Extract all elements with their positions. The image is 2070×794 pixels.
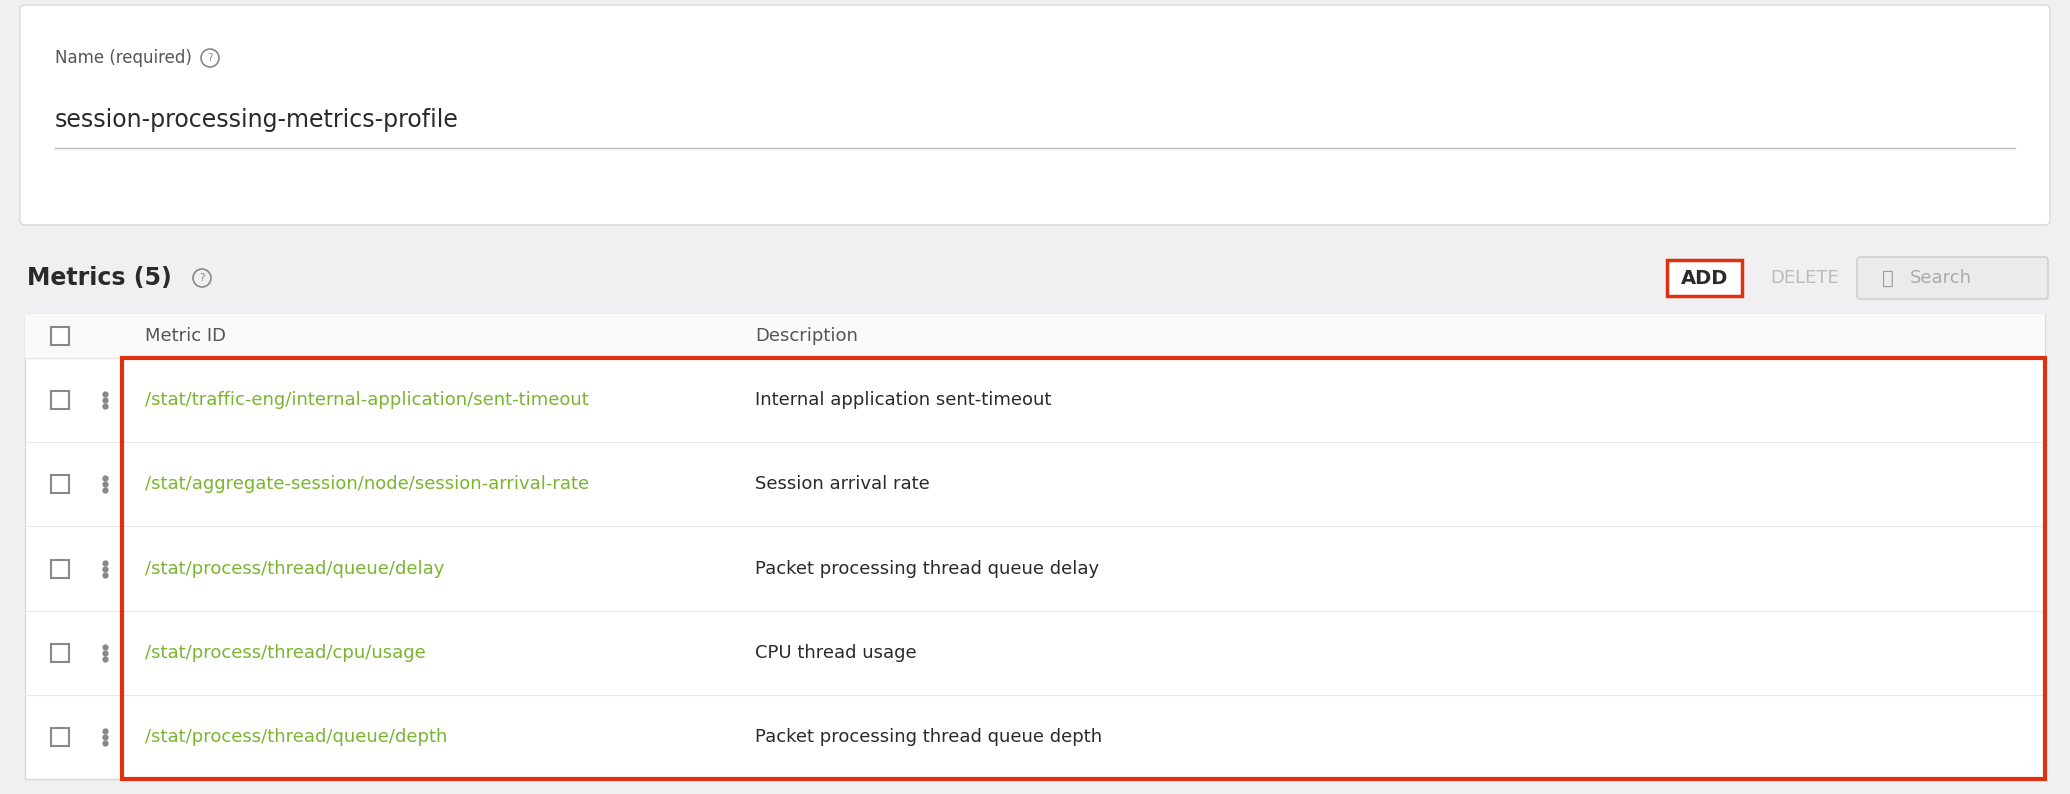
Text: Search: Search <box>1911 269 1973 287</box>
Bar <box>1666 260 1743 296</box>
Text: Description: Description <box>756 327 857 345</box>
Bar <box>52 728 68 746</box>
Text: session-processing-metrics-profile: session-processing-metrics-profile <box>56 108 460 132</box>
Bar <box>52 476 68 493</box>
Bar <box>52 327 68 345</box>
Bar <box>25 314 2045 358</box>
Text: Packet processing thread queue depth: Packet processing thread queue depth <box>756 728 1101 746</box>
Text: Packet processing thread queue delay: Packet processing thread queue delay <box>756 560 1099 577</box>
FancyBboxPatch shape <box>1857 257 2047 299</box>
Text: /stat/process/thread/queue/delay: /stat/process/thread/queue/delay <box>145 560 445 577</box>
Bar <box>52 644 68 661</box>
Text: Session arrival rate: Session arrival rate <box>756 476 929 493</box>
Text: ?: ? <box>199 273 205 283</box>
FancyBboxPatch shape <box>21 5 2049 225</box>
Text: ?: ? <box>207 53 213 63</box>
Text: ADD: ADD <box>1681 268 1728 287</box>
Text: Metrics (5): Metrics (5) <box>27 266 172 290</box>
Text: DELETE: DELETE <box>1770 269 1840 287</box>
Text: /stat/process/thread/cpu/usage: /stat/process/thread/cpu/usage <box>145 644 426 661</box>
Text: /stat/process/thread/queue/depth: /stat/process/thread/queue/depth <box>145 728 447 746</box>
Text: Name (required): Name (required) <box>56 49 193 67</box>
Text: Internal application sent-timeout: Internal application sent-timeout <box>756 391 1052 409</box>
Text: /stat/traffic-eng/internal-application/sent-timeout: /stat/traffic-eng/internal-application/s… <box>145 391 588 409</box>
Text: /stat/aggregate-session/node/session-arrival-rate: /stat/aggregate-session/node/session-arr… <box>145 476 590 493</box>
Text: CPU thread usage: CPU thread usage <box>756 644 917 661</box>
Bar <box>122 358 2045 779</box>
Text: ⌕: ⌕ <box>1882 268 1894 287</box>
Bar <box>52 560 68 577</box>
Bar <box>25 314 2045 779</box>
Text: Metric ID: Metric ID <box>145 327 226 345</box>
Bar <box>52 391 68 409</box>
